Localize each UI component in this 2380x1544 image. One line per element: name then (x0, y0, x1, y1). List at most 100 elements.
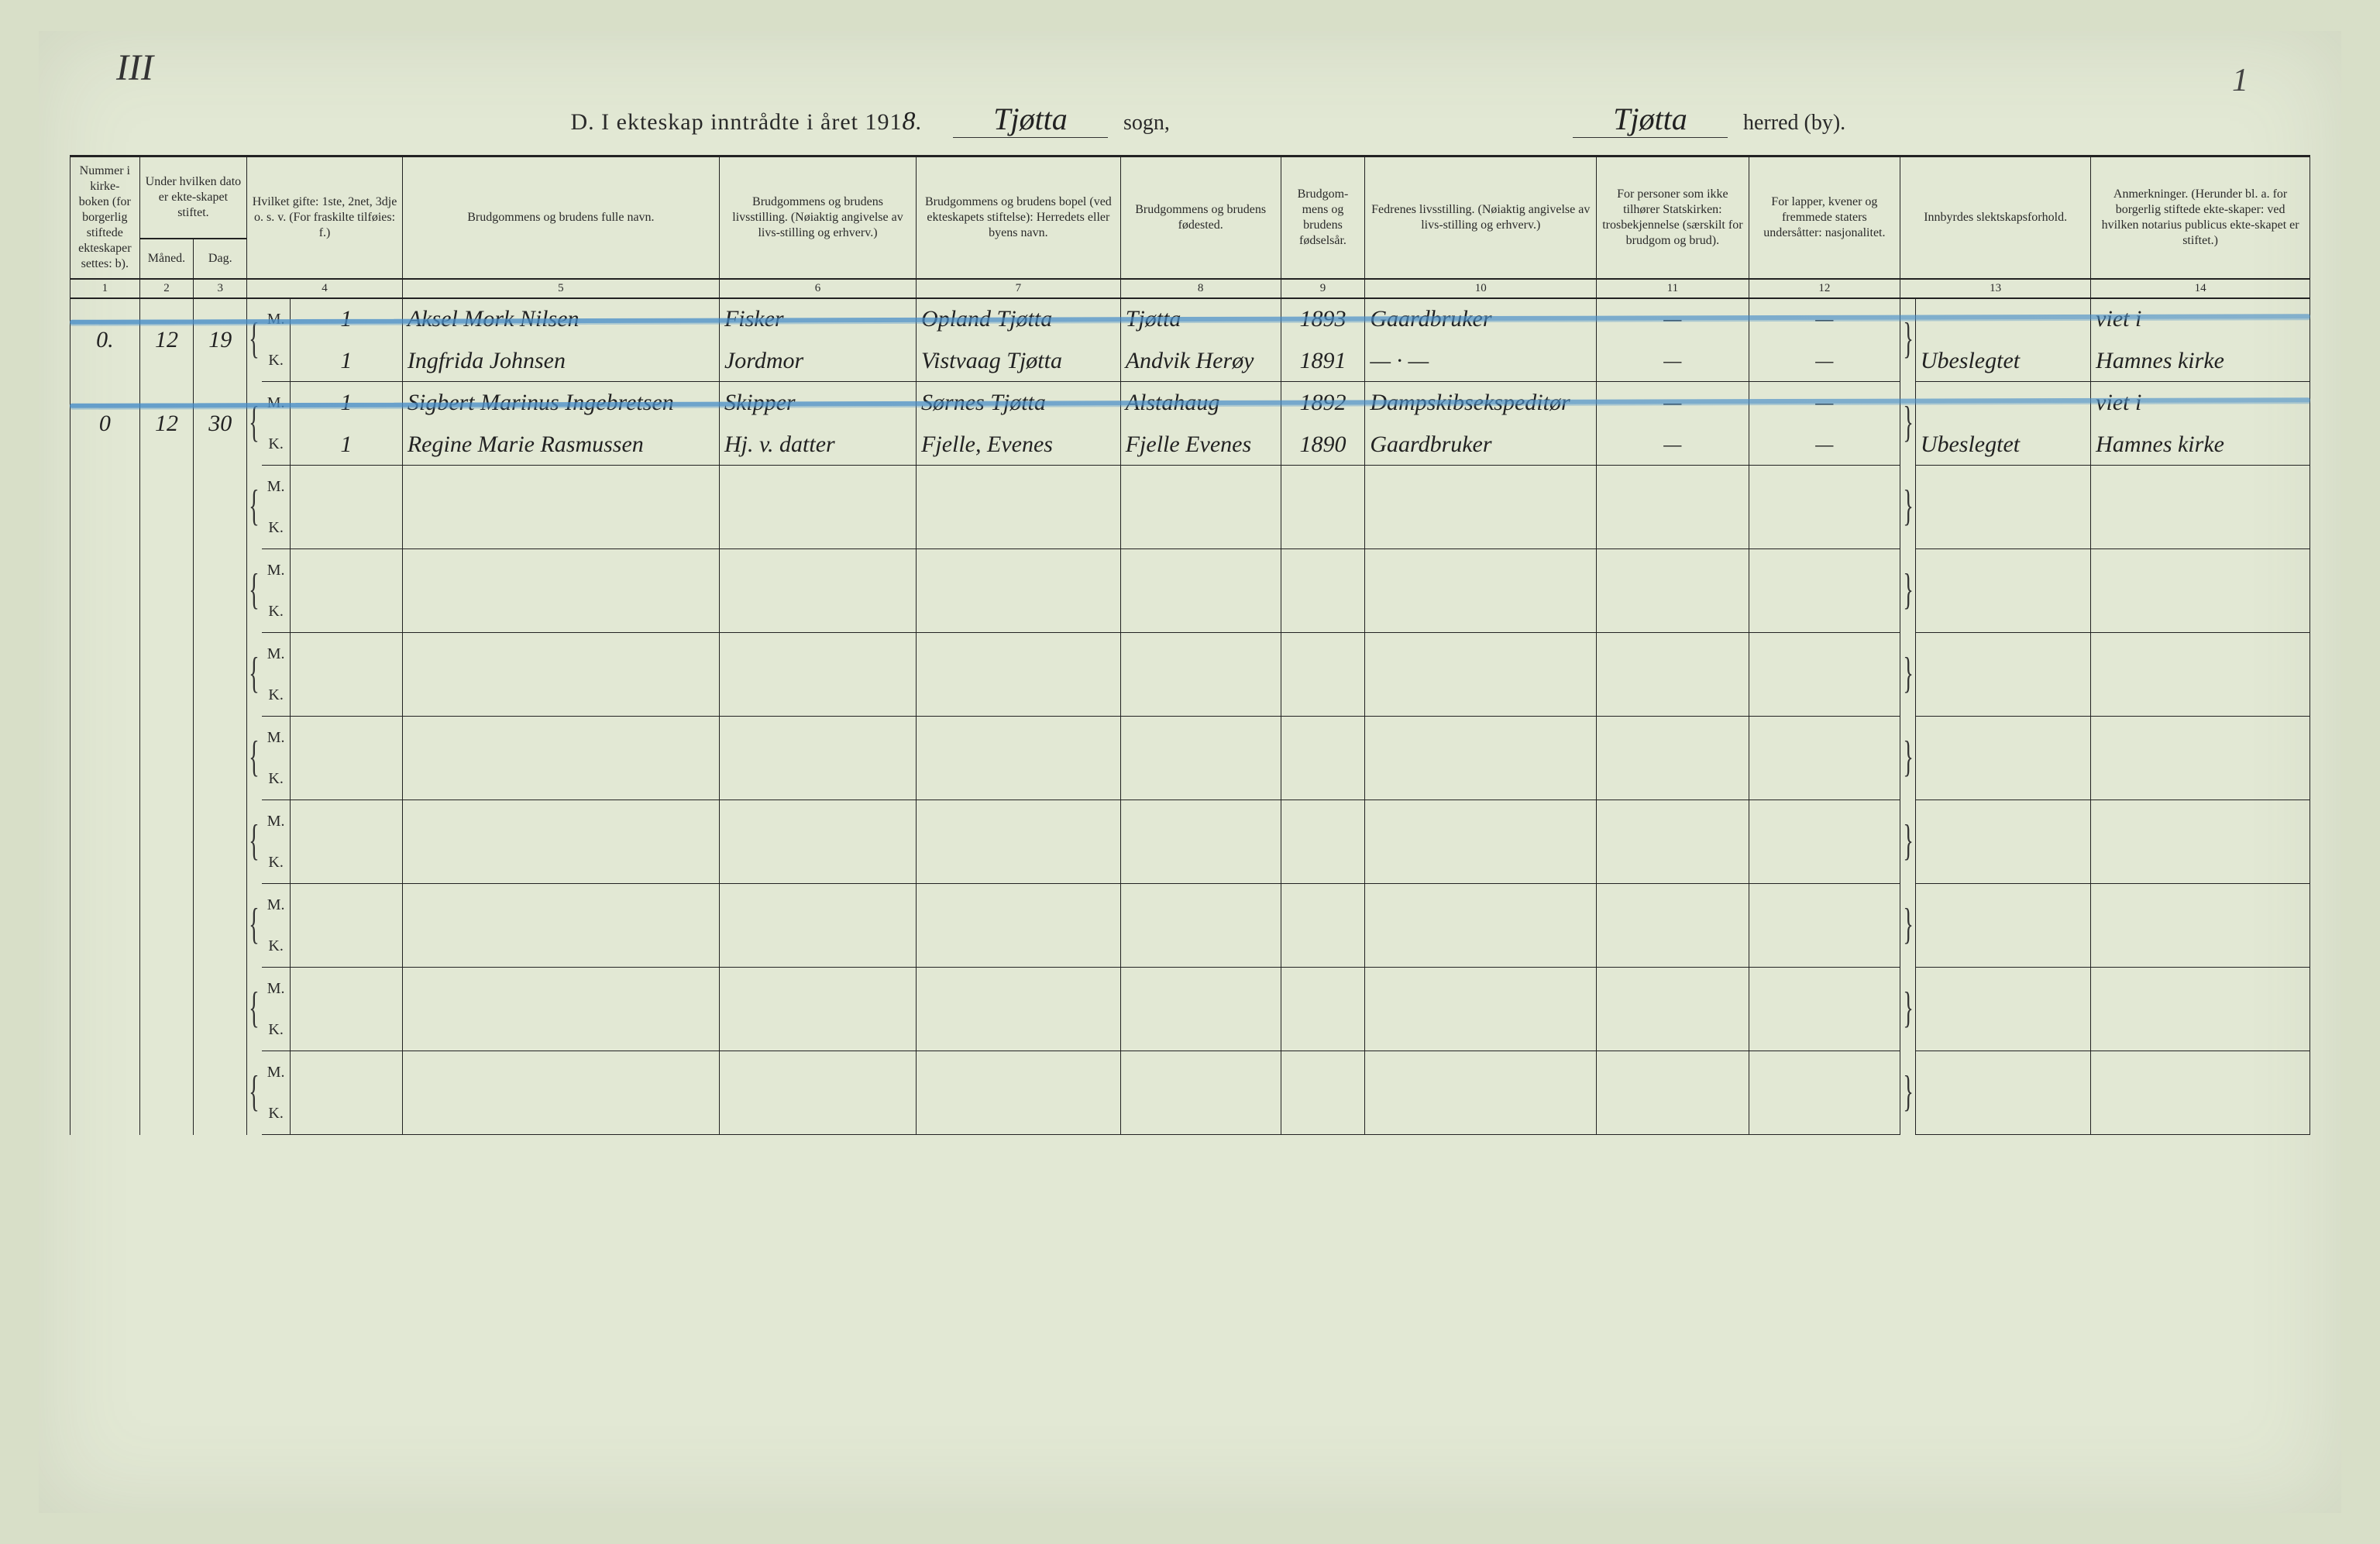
brace-right (1900, 382, 1916, 466)
cell-c12: — (1749, 424, 1900, 466)
col-header: Dag. (194, 239, 247, 279)
table-row: M. (71, 968, 2310, 1009)
cell-navn: Ingfrida Johnsen (402, 340, 719, 382)
cell-empty (402, 884, 719, 926)
cell-empty (1915, 507, 2090, 549)
cell-c13: Ubeslegtet (1915, 340, 2090, 382)
cell-empty (402, 842, 719, 884)
cell-empty (1365, 884, 1597, 926)
cell-dag (194, 717, 247, 800)
cell-empty (1749, 675, 1900, 717)
table-row: K. (71, 926, 2310, 968)
cell-empty (402, 507, 719, 549)
cell-empty (1365, 549, 1597, 591)
cell-empty (719, 1093, 916, 1135)
cell-empty (2091, 507, 2310, 549)
cell-maned: 12 (139, 382, 194, 466)
cell-dag (194, 884, 247, 968)
brace-right (1900, 717, 1916, 800)
col-header: Nummer i kirke-boken (for borgerlig stif… (71, 156, 140, 280)
cell-empty (1281, 717, 1365, 758)
cell-fodested: Andvik Herøy (1120, 340, 1281, 382)
cell-empty (1120, 800, 1281, 842)
cell-empty (402, 591, 719, 633)
cell-empty (1597, 800, 1749, 842)
cell-empty (1597, 675, 1749, 717)
cell-empty (719, 1051, 916, 1093)
cell-empty (290, 466, 402, 507)
year-handwritten: 8 (903, 107, 916, 136)
table-row: K. (71, 675, 2310, 717)
cell-far: — · — (1365, 340, 1597, 382)
cell-empty (1749, 466, 1900, 507)
cell-empty (1915, 1093, 2090, 1135)
cell-empty (1281, 633, 1365, 675)
cell-c14: Hamnes kirke (2091, 340, 2310, 382)
cell-empty (1281, 968, 1365, 1009)
cell-empty (917, 1093, 1121, 1135)
cell-empty (402, 549, 719, 591)
cell-empty (1281, 549, 1365, 591)
cell-empty (917, 591, 1121, 633)
cell-empty (290, 549, 402, 591)
cell-empty (917, 1051, 1121, 1093)
cell-empty (1749, 1051, 1900, 1093)
cell-empty (290, 926, 402, 968)
cell-empty (917, 675, 1121, 717)
cell-dag (194, 633, 247, 717)
table-row: K. (71, 507, 2310, 549)
col-header: Brudgommens og brudens livsstilling. (Nø… (719, 156, 916, 280)
cell-far: Gaardbruker (1365, 424, 1597, 466)
cell-empty (2091, 1051, 2310, 1093)
table-row: M. (71, 466, 2310, 507)
title-sogn: Tjøtta sogn, (953, 101, 1418, 138)
title-herred: Tjøtta herred (by). (1418, 101, 2279, 138)
col-num: 8 (1120, 279, 1281, 298)
mk-label: K. (262, 758, 290, 800)
col-num: 12 (1749, 279, 1900, 298)
cell-empty (1597, 758, 1749, 800)
cell-empty (2091, 884, 2310, 926)
cell-empty (1915, 800, 2090, 842)
title-dot: . (916, 109, 923, 135)
cell-empty (1597, 549, 1749, 591)
cell-empty (719, 926, 916, 968)
col-num: 11 (1597, 279, 1749, 298)
cell-num (71, 1051, 140, 1135)
cell-empty (290, 884, 402, 926)
table-row: K. (71, 1009, 2310, 1051)
mk-label: M. (262, 800, 290, 842)
cell-empty (1749, 591, 1900, 633)
cell-empty (1120, 884, 1281, 926)
cell-empty (2091, 800, 2310, 842)
cell-empty (1749, 800, 1900, 842)
cell-gifte: 1 (290, 340, 402, 382)
cell-empty (2091, 842, 2310, 884)
cell-dag: 30 (194, 382, 247, 466)
cell-aar: 1891 (1281, 340, 1365, 382)
brace-right (1900, 884, 1916, 968)
page-number-top-right: 1 (2232, 62, 2248, 99)
cell-empty (917, 633, 1121, 675)
ledger-table: Nummer i kirke-boken (for borgerlig stif… (70, 155, 2310, 1135)
cell-c12: — (1749, 340, 1900, 382)
brace-left (247, 717, 263, 800)
sogn-value: Tjøtta (953, 101, 1108, 138)
cell-empty (719, 507, 916, 549)
title-row: D. I ekteskap inntrådte i året 1918. Tjø… (39, 101, 2341, 138)
mk-label: M. (262, 1051, 290, 1093)
brace-left (247, 884, 263, 968)
brace-right (1900, 298, 1916, 382)
cell-empty (1597, 633, 1749, 675)
cell-empty (1749, 968, 1900, 1009)
cell-empty (719, 968, 916, 1009)
cell-empty (1365, 466, 1597, 507)
col-header: For personer som ikke tilhører Statskirk… (1597, 156, 1749, 280)
cell-empty (1120, 717, 1281, 758)
cell-empty (917, 884, 1121, 926)
cell-empty (1365, 1051, 1597, 1093)
mk-label: K. (262, 591, 290, 633)
cell-empty (290, 968, 402, 1009)
col-header: Fedrenes livsstilling. (Nøiaktig angivel… (1365, 156, 1597, 280)
cell-empty (1281, 842, 1365, 884)
